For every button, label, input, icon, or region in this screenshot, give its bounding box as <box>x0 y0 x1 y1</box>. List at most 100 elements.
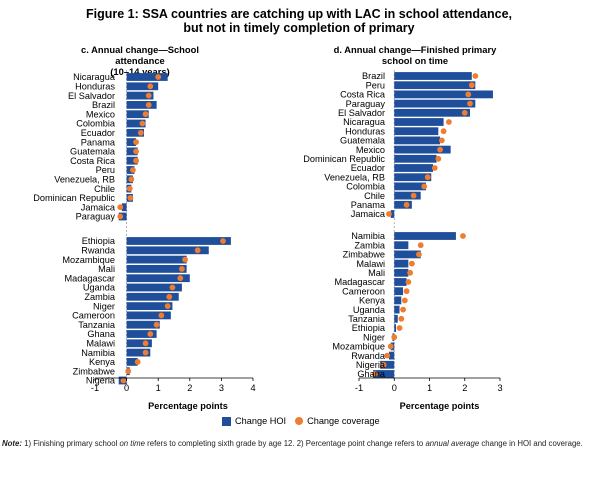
dot-coverage-c-1-14 <box>125 368 132 375</box>
bar-hoi-d-0-13 <box>394 191 421 200</box>
dot-coverage-c-0-2 <box>145 92 152 99</box>
bar-hoi-d-0-6 <box>394 127 439 136</box>
dot-coverage-c-0-9 <box>133 157 139 164</box>
dot-coverage-c-1-3 <box>179 266 185 272</box>
dot-coverage-d-1-8 <box>400 306 406 313</box>
dot-coverage-d-0-9 <box>435 155 442 162</box>
category-label-d-1-5: Madagascar <box>334 277 385 287</box>
bar-hoi-d-0-3 <box>394 99 476 108</box>
bar-hoi-c-0-3 <box>126 101 157 109</box>
category-label-c-0-13: Dominican Republic <box>33 193 115 203</box>
dot-coverage-c-1-12 <box>142 349 149 356</box>
category-label-d-0-7: Guatemala <box>340 136 386 146</box>
bar-hoi-d-1-15 <box>373 370 395 378</box>
bar-hoi-c-1-10 <box>126 330 157 338</box>
dot-coverage-d-0-7 <box>438 137 445 144</box>
category-label-c-1-4: Madagascar <box>64 273 115 283</box>
category-label-c-1-15: Nigeria <box>86 376 116 386</box>
dot-coverage-d-0-13 <box>410 192 417 199</box>
category-label-d-0-3: Paraguay <box>346 99 386 109</box>
bar-hoi-d-1-13 <box>388 351 395 360</box>
bar-hoi-d-0-14 <box>394 200 412 209</box>
dot-coverage-c-1-8 <box>158 312 165 319</box>
category-label-c-0-12: Chile <box>94 184 115 194</box>
dot-coverage-c-1-7 <box>164 303 171 309</box>
bar-hoi-c-1-0 <box>126 237 231 245</box>
figure-title: Figure 1: SSA countries are catching up … <box>0 7 598 35</box>
category-label-c-1-8: Cameroon <box>72 311 115 321</box>
bar-hoi-c-1-2 <box>126 255 187 264</box>
category-label-d-1-9: Tanzania <box>348 314 386 324</box>
category-label-d-0-12: Colombia <box>346 182 386 192</box>
dot-coverage-c-1-15 <box>120 377 127 384</box>
dot-coverage-c-1-9 <box>153 321 160 328</box>
dot-coverage-d-1-2 <box>416 251 422 258</box>
dot-coverage-c-0-11 <box>128 176 135 183</box>
bar-hoi-d-1-0 <box>394 232 456 240</box>
dot-coverage-d-0-14 <box>403 201 410 208</box>
dot-coverage-d-1-11 <box>391 334 398 341</box>
legend-hoi-label: Change HOI <box>235 416 287 426</box>
bar-hoi-d-1-1 <box>394 241 409 250</box>
dot-coverage-c-1-4 <box>177 275 184 282</box>
category-label-d-1-7: Kenya <box>359 296 386 306</box>
category-label-d-1-3: Malawi <box>356 259 385 269</box>
category-label-d-0-15: Jamaica <box>351 209 386 219</box>
x-tick-label-c-0: 0 <box>124 383 129 393</box>
dot-coverage-d-1-15 <box>371 371 378 377</box>
bar-hoi-d-0-10 <box>394 164 434 172</box>
dot-coverage-d-0-1 <box>468 82 475 89</box>
category-label-c-1-14: Zimbabwe <box>73 366 115 376</box>
dot-coverage-d-1-0 <box>460 233 466 239</box>
bar-hoi-c-1-13 <box>126 358 138 366</box>
bar-hoi-c-0-6 <box>126 128 144 137</box>
bar-hoi-c-1-3 <box>126 265 187 273</box>
dot-coverage-d-1-12 <box>387 343 394 350</box>
dot-coverage-d-1-3 <box>408 260 415 267</box>
dot-coverage-d-1-9 <box>398 315 405 322</box>
category-label-c-1-10: Ghana <box>87 329 115 339</box>
note-label: Note: <box>2 439 22 448</box>
category-label-d-0-8: Mexico <box>356 145 385 155</box>
dot-coverage-d-1-4 <box>407 269 414 276</box>
category-label-c-1-6: Zambia <box>84 292 116 302</box>
x-tick-label-c-2: 2 <box>187 383 192 393</box>
note-part3: change in HOI and coverage. <box>479 439 583 448</box>
category-label-d-0-2: Costa Rica <box>340 90 386 100</box>
bar-hoi-d-1-7 <box>394 296 402 305</box>
panel-c-title: c. Annual change—School attendance (10–1… <box>60 44 220 77</box>
x-tick-label-d--1: -1 <box>355 383 363 393</box>
category-label-d-0-1: Peru <box>366 80 385 90</box>
panel-d-title-line2: school on time <box>381 55 449 66</box>
dot-coverage-d-1-5 <box>405 279 412 285</box>
dot-coverage-c-1-13 <box>134 359 141 365</box>
category-label-c-1-0: Ethiopia <box>82 236 116 246</box>
note-italic1: on time <box>119 439 146 448</box>
bar-hoi-c-1-4 <box>126 274 190 283</box>
panel-c-title-line1: c. Annual change—School attendance <box>81 44 199 66</box>
bar-hoi-d-1-2 <box>394 250 421 259</box>
legend-coverage-swatch <box>295 417 304 425</box>
dot-coverage-c-1-11 <box>142 340 149 347</box>
dot-coverage-d-0-6 <box>440 128 447 135</box>
bar-hoi-d-1-3 <box>394 259 409 268</box>
category-label-c-1-7: Niger <box>93 301 115 311</box>
category-label-c-1-2: Mozambique <box>62 255 115 265</box>
x-tick-label-d-0: 0 <box>392 383 397 393</box>
x-tick-label-d-2: 2 <box>462 383 467 393</box>
category-label-d-0-0: Brazil <box>362 71 385 81</box>
bar-hoi-d-0-2 <box>394 90 493 99</box>
dot-coverage-c-0-8 <box>133 148 139 155</box>
category-label-d-0-10: Ecuador <box>351 163 385 173</box>
x-tick-label-c-1: 1 <box>156 383 161 393</box>
dot-coverage-d-1-10 <box>396 325 403 331</box>
x-axis-label-d: Percentage points <box>400 401 480 411</box>
bar-hoi-c-1-9 <box>126 320 160 329</box>
category-label-c-0-10: Peru <box>96 165 115 175</box>
dot-coverage-d-1-6 <box>403 288 410 295</box>
bar-hoi-d-0-0 <box>394 72 472 80</box>
bar-hoi-c-0-2 <box>126 91 154 100</box>
category-label-c-0-15: Paraguay <box>76 212 116 222</box>
category-label-d-1-0: Namibia <box>351 231 386 241</box>
category-label-d-1-11: Niger <box>363 332 385 342</box>
